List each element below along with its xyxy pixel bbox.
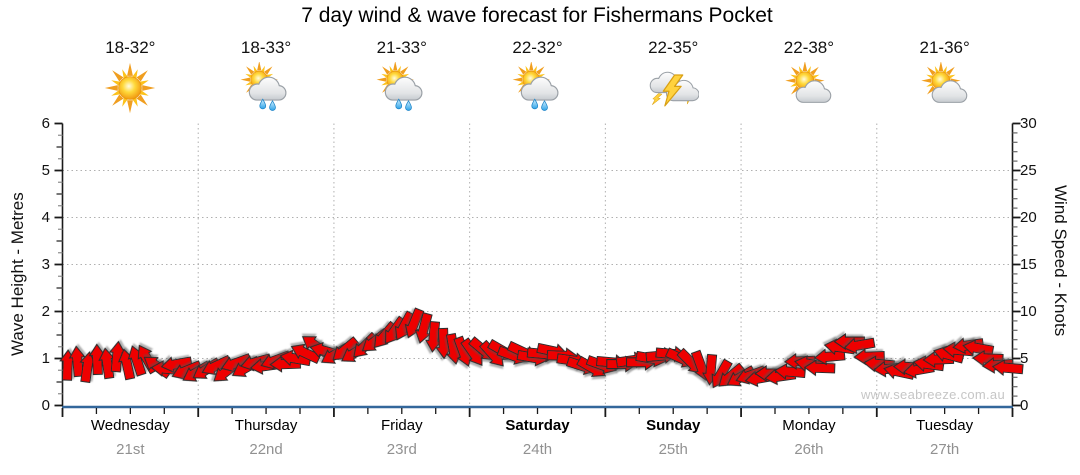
temp-range: 22-35° [648,38,699,57]
wind-speed-tick: 20 [1020,208,1037,226]
wind-speed-tick: 0 [1020,396,1029,414]
chart-title: 7 day wind & wave forecast for Fisherman… [301,4,773,27]
wave-height-tick: 3 [41,255,50,273]
day-header-wednesday: 18-32° [62,38,198,114]
day-name-label: Saturday [505,417,570,434]
temp-range: 22-32° [512,38,563,57]
wave-height-tick: 6 [41,114,50,132]
wave-height-tick: 1 [41,349,50,367]
wave-height-tick: 2 [41,302,50,320]
wind-speed-tick: 15 [1020,255,1037,273]
day-date-label: 27th [930,441,960,458]
temp-range: 21-36° [919,38,970,57]
wind-speed-tick: 10 [1020,302,1037,320]
day-header-sunday: 22-35° [605,38,741,114]
day-name-label: Friday [380,417,423,434]
wind-arrows-layer [59,306,1024,393]
day-date-label: 23rd [386,441,417,458]
day-date-label: 22nd [249,441,283,458]
day-name-label: Sunday [646,417,701,434]
temp-range: 18-32° [105,38,156,57]
watermark: www.seabreeze.com.au [860,387,1005,402]
day-header-friday: 21-33° [334,38,470,114]
wind-speed-tick: 25 [1020,161,1037,179]
day-date-label: 24th [522,441,553,458]
day-header-saturday: 22-32° [470,38,606,114]
day-date-label: 21st [116,441,145,458]
day-name-label: Wednesday [90,417,170,434]
wind-speed-tick: 5 [1020,349,1029,367]
wave-height-tick: 0 [41,396,50,414]
wind-speed-tick: 30 [1020,114,1037,132]
day-header-tuesday: 21-36° [877,38,1013,114]
wave-height-tick: 4 [41,208,50,226]
day-name-label: Tuesday [916,417,974,434]
wave-height-tick: 5 [41,161,50,179]
day-header-thursday: 18-33° [198,38,334,114]
day-date-label: 26th [794,441,824,458]
day-name-label: Thursday [234,417,298,434]
day-name-label: Monday [782,417,836,434]
temp-range: 22-38° [783,38,835,57]
temp-range: 18-33° [240,38,292,57]
day-date-label: 25th [658,441,688,458]
day-header-monday: 22-38° [741,38,877,114]
temp-range: 21-33° [376,38,427,57]
